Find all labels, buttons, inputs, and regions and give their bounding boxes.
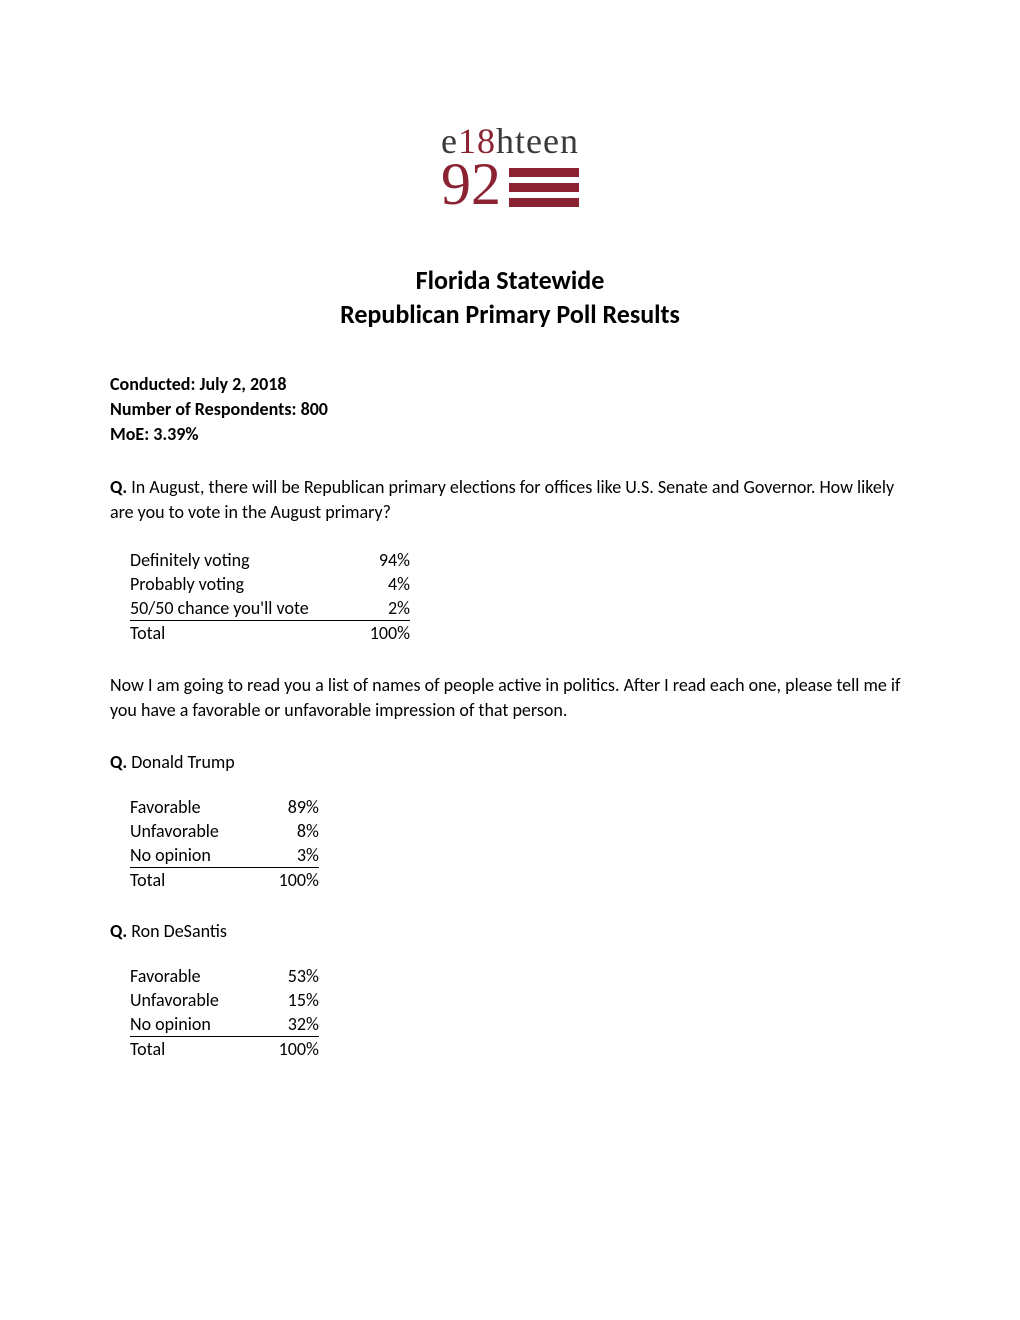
page-title: Florida Statewide Republican Primary Pol… <box>110 264 910 332</box>
q3-table: Favorable 53% Unfavorable 15% No opinion… <box>130 964 319 1061</box>
meta-moe: MoE: 3.39% <box>110 422 910 447</box>
q3-label: Q. <box>110 920 127 942</box>
poll-meta: Conducted: July 2, 2018 Number of Respon… <box>110 372 910 448</box>
q3-row-value: 32% <box>259 1012 319 1037</box>
q3-row-value: 15% <box>259 988 319 1012</box>
q2-row-value: 3% <box>259 843 319 868</box>
table-row: Favorable 89% <box>130 795 319 819</box>
q1-row-value: 4% <box>350 572 410 596</box>
table-row: Definitely voting 94% <box>130 548 410 572</box>
q3-row-label: Unfavorable <box>130 988 259 1012</box>
logo-suffix: hteen <box>496 121 579 161</box>
table-row: Favorable 53% <box>130 964 319 988</box>
logo-number: 92 <box>441 154 501 214</box>
q3-row-label: Favorable <box>130 964 259 988</box>
q2-name: Donald Trump <box>127 751 235 773</box>
q2-row-value: 89% <box>259 795 319 819</box>
q1-row-value: 2% <box>350 596 410 621</box>
q1-row-label: Probably voting <box>130 572 350 596</box>
table-total-row: Total 100% <box>130 1036 319 1061</box>
q1-row-label: Definitely voting <box>130 548 350 572</box>
q2-row-label: Favorable <box>130 795 259 819</box>
q2-label: Q. <box>110 751 127 773</box>
q1-label: Q. <box>110 476 127 498</box>
table-row: No opinion 32% <box>130 1012 319 1037</box>
logo: e18hteen 92 <box>110 120 910 214</box>
q2-total-label: Total <box>130 867 259 892</box>
q3-row-label: No opinion <box>130 1012 259 1037</box>
q2-row-label: Unfavorable <box>130 819 259 843</box>
table-row: Probably voting 4% <box>130 572 410 596</box>
q1-row-value: 94% <box>350 548 410 572</box>
table-row: No opinion 3% <box>130 843 319 868</box>
table-total-row: Total 100% <box>130 867 319 892</box>
question-2-heading: Q. Donald Trump <box>110 751 910 773</box>
title-line-1: Florida Statewide <box>110 264 910 298</box>
table-row: 50/50 chance you'll vote 2% <box>130 596 410 621</box>
q1-total-value: 100% <box>350 620 410 645</box>
q1-text: In August, there will be Republican prim… <box>110 476 894 523</box>
meta-respondents: Number of Respondents: 800 <box>110 397 910 422</box>
question-3-heading: Q. Ron DeSantis <box>110 920 910 942</box>
meta-conducted: Conducted: July 2, 2018 <box>110 372 910 397</box>
q3-row-value: 53% <box>259 964 319 988</box>
q2-row-value: 8% <box>259 819 319 843</box>
q1-row-label: 50/50 chance you'll vote <box>130 596 350 621</box>
table-total-row: Total 100% <box>130 620 410 645</box>
q3-total-value: 100% <box>259 1036 319 1061</box>
table-row: Unfavorable 15% <box>130 988 319 1012</box>
favorability-intro: Now I am going to read you a list of nam… <box>110 673 910 723</box>
q2-row-label: No opinion <box>130 843 259 868</box>
q2-total-value: 100% <box>259 867 319 892</box>
title-line-2: Republican Primary Poll Results <box>110 298 910 332</box>
q1-total-label: Total <box>130 620 350 645</box>
q3-name: Ron DeSantis <box>127 920 227 942</box>
q1-table: Definitely voting 94% Probably voting 4%… <box>130 548 410 645</box>
q2-table: Favorable 89% Unfavorable 8% No opinion … <box>130 795 319 892</box>
table-row: Unfavorable 8% <box>130 819 319 843</box>
q3-total-label: Total <box>130 1036 259 1061</box>
question-1: Q. In August, there will be Republican p… <box>110 475 910 525</box>
logo-bars-icon <box>509 168 579 207</box>
